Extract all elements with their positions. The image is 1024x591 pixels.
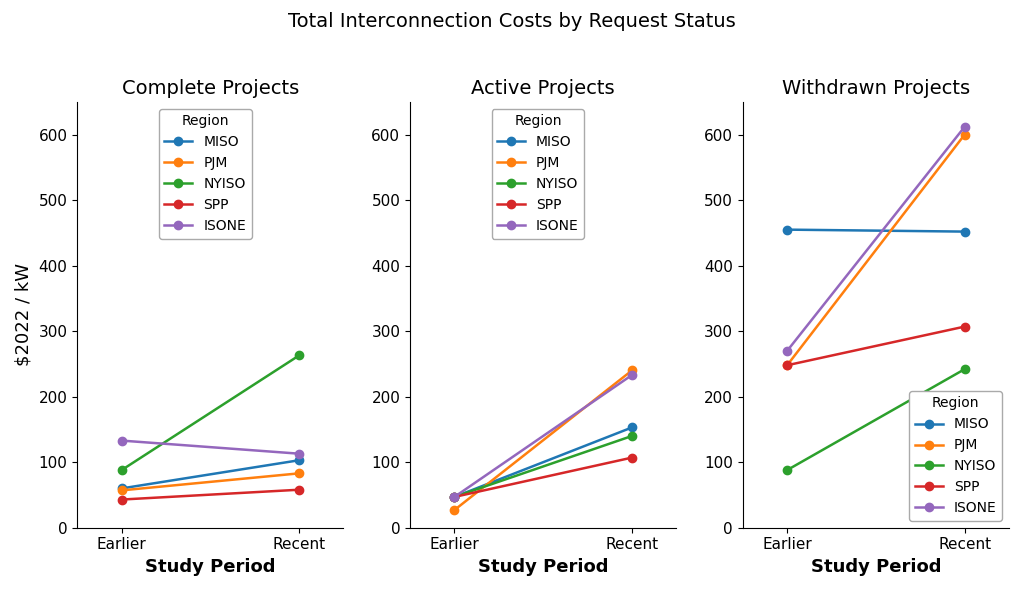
Text: Total Interconnection Costs by Request Status: Total Interconnection Costs by Request S… — [288, 12, 736, 31]
MISO — [626, 424, 638, 431]
Title: Complete Projects: Complete Projects — [122, 79, 299, 98]
X-axis label: Study Period: Study Period — [811, 558, 941, 576]
ISONE — [449, 493, 461, 501]
NYISO — [626, 433, 638, 440]
Line: PJM: PJM — [118, 469, 303, 495]
Legend: MISO, PJM, NYISO, SPP, ISONE: MISO, PJM, NYISO, SPP, ISONE — [909, 391, 1002, 521]
Line: ISONE: ISONE — [451, 371, 636, 501]
MISO — [116, 485, 128, 492]
NYISO — [293, 352, 305, 359]
SPP — [958, 323, 971, 330]
PJM — [449, 506, 461, 514]
MISO — [293, 457, 305, 464]
NYISO — [116, 466, 128, 473]
Legend: MISO, PJM, NYISO, SPP, ISONE: MISO, PJM, NYISO, SPP, ISONE — [492, 109, 585, 239]
Line: ISONE: ISONE — [783, 122, 969, 355]
ISONE — [293, 450, 305, 457]
Line: PJM: PJM — [451, 366, 636, 514]
Title: Active Projects: Active Projects — [471, 79, 615, 98]
Line: SPP: SPP — [118, 486, 303, 504]
SPP — [116, 496, 128, 503]
SPP — [449, 493, 461, 501]
X-axis label: Study Period: Study Period — [145, 558, 275, 576]
Line: SPP: SPP — [783, 323, 969, 369]
Line: NYISO: NYISO — [118, 351, 303, 474]
SPP — [293, 486, 305, 493]
Line: SPP: SPP — [451, 453, 636, 501]
PJM — [293, 470, 305, 477]
Line: MISO: MISO — [451, 423, 636, 501]
Title: Withdrawn Projects: Withdrawn Projects — [782, 79, 970, 98]
MISO — [449, 493, 461, 501]
SPP — [781, 362, 794, 369]
PJM — [626, 367, 638, 374]
Line: PJM: PJM — [783, 131, 969, 369]
Line: MISO: MISO — [783, 226, 969, 236]
ISONE — [958, 124, 971, 131]
SPP — [626, 454, 638, 461]
NYISO — [449, 493, 461, 501]
ISONE — [116, 437, 128, 444]
PJM — [781, 362, 794, 369]
NYISO — [781, 466, 794, 473]
Line: NYISO: NYISO — [451, 432, 636, 501]
Line: NYISO: NYISO — [783, 365, 969, 474]
Legend: MISO, PJM, NYISO, SPP, ISONE: MISO, PJM, NYISO, SPP, ISONE — [159, 109, 252, 239]
Y-axis label: $2022 / kW: $2022 / kW — [15, 264, 33, 366]
MISO — [781, 226, 794, 233]
PJM — [116, 487, 128, 494]
NYISO — [958, 366, 971, 373]
X-axis label: Study Period: Study Period — [478, 558, 608, 576]
ISONE — [626, 372, 638, 379]
Line: ISONE: ISONE — [118, 436, 303, 458]
ISONE — [781, 348, 794, 355]
Line: MISO: MISO — [118, 456, 303, 492]
PJM — [958, 131, 971, 138]
MISO — [958, 228, 971, 235]
